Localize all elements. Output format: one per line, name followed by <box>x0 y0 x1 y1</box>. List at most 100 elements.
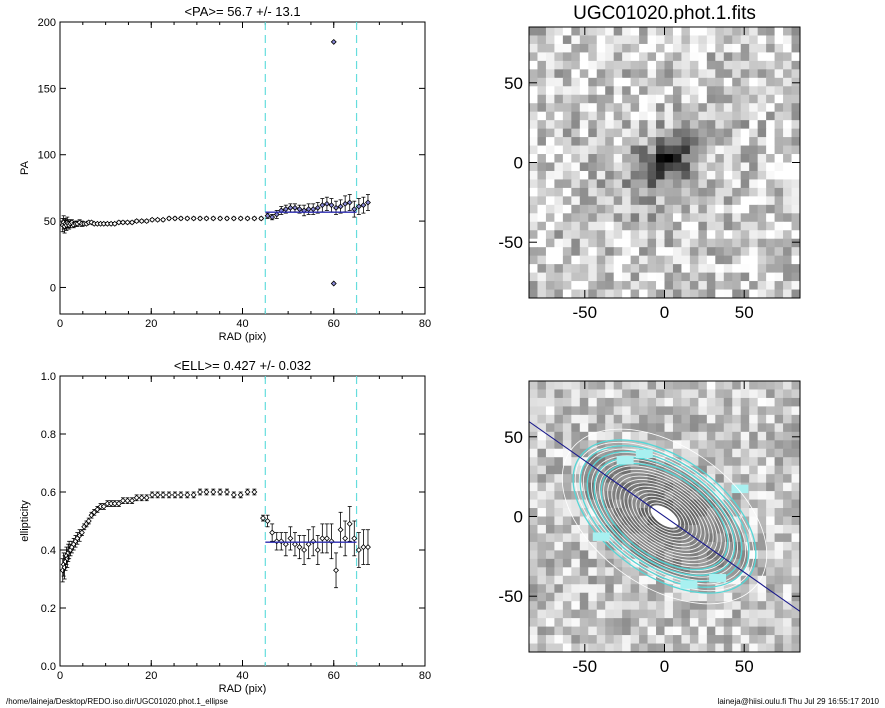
image-pixel <box>783 103 793 113</box>
image-pixel <box>664 431 674 441</box>
data-point <box>111 220 118 227</box>
y-tick-label: 0.2 <box>41 603 56 615</box>
image-pixel <box>562 272 572 282</box>
image-pixel <box>537 618 547 628</box>
image-pixel <box>757 609 767 619</box>
image-pixel <box>749 457 759 467</box>
image-pixel <box>596 111 606 121</box>
image-pixel <box>749 247 759 257</box>
image-pixel <box>774 94 784 104</box>
image-pixel <box>596 43 606 54</box>
image-pixel <box>639 397 649 408</box>
image-pixel <box>545 499 556 509</box>
image-pixel <box>672 389 683 399</box>
image-pixel <box>588 381 598 391</box>
image-pixel <box>689 457 699 467</box>
image-pixel <box>562 474 572 484</box>
image-pixel <box>656 60 666 70</box>
image-pixel <box>664 230 674 240</box>
image-pixel <box>571 52 581 62</box>
image-pixel <box>757 221 767 231</box>
image-pixel <box>715 35 725 45</box>
image-pixel <box>698 230 708 240</box>
image-pixel <box>545 128 556 138</box>
image-pixel <box>613 35 623 45</box>
image-pixel <box>579 43 589 54</box>
image-pixel <box>698 397 708 408</box>
image-pixel <box>622 213 632 223</box>
image-pixel <box>732 86 742 96</box>
image-pixel <box>545 77 556 87</box>
image-pixel <box>622 272 632 282</box>
image-pixel <box>596 272 606 282</box>
image-pixel <box>783 508 793 518</box>
image-pixel <box>740 60 750 70</box>
image-pixel <box>698 27 708 37</box>
image-pixel <box>647 103 657 113</box>
image-pixel <box>766 508 776 518</box>
image-pixel <box>596 609 606 619</box>
data-point <box>111 500 118 507</box>
image-pixel <box>554 27 564 37</box>
image-pixel <box>622 289 632 298</box>
image-pixel <box>664 204 674 214</box>
image-pixel <box>706 204 716 214</box>
image-pixel <box>681 609 691 619</box>
y-tick-label: 0 <box>50 282 56 294</box>
image-pixel <box>554 35 564 45</box>
image-pixel <box>588 255 598 265</box>
image-pixel <box>791 406 800 416</box>
image-pixel <box>537 43 547 54</box>
y-axis-label: PA <box>19 160 31 175</box>
image-pixel <box>757 423 767 433</box>
image-pixel <box>613 103 623 113</box>
image-pixel <box>783 94 793 104</box>
image-pixel <box>562 541 572 551</box>
image-pixel <box>791 162 800 172</box>
image-pixel <box>545 592 556 602</box>
image-pixel <box>588 281 598 291</box>
image-pixel <box>749 423 759 433</box>
data-point <box>342 200 349 207</box>
image-pixel <box>537 397 547 408</box>
image-pixel <box>605 43 615 54</box>
image-pixel <box>579 187 589 197</box>
image-pixel <box>537 575 547 585</box>
image-pixel <box>732 52 742 62</box>
image-pixel <box>749 381 759 391</box>
data-point <box>184 491 191 498</box>
image-pixel <box>681 128 691 138</box>
image-pixel <box>664 397 674 408</box>
image-pixel <box>766 550 776 560</box>
image-pixel <box>596 35 606 45</box>
image-pixel <box>622 69 632 79</box>
data-point <box>282 541 289 548</box>
data-point <box>328 538 335 545</box>
image-pixel <box>605 414 615 424</box>
image-pixel <box>554 414 564 424</box>
image-pixel <box>647 196 657 206</box>
image-pixel <box>630 170 640 181</box>
image-pixel <box>672 145 683 155</box>
image-pixel <box>596 281 606 291</box>
image-pixel <box>689 179 699 189</box>
image-pixel <box>639 601 649 611</box>
y-tick-label: 1.0 <box>41 371 56 383</box>
image-pixel <box>791 524 800 535</box>
image-pixel <box>545 60 556 70</box>
image-pixel <box>529 550 539 560</box>
image-pixel <box>715 52 725 62</box>
image-pixel <box>639 137 649 147</box>
image-pixel <box>545 491 556 501</box>
data-point <box>224 489 230 495</box>
image-pixel <box>698 414 708 424</box>
image-pixel <box>656 389 666 399</box>
image-pixel <box>732 465 742 475</box>
image-pixel <box>537 448 547 458</box>
image-pixel <box>681 289 691 298</box>
image-pixel <box>639 389 649 399</box>
image-pixel <box>757 86 767 96</box>
image-pixel <box>749 221 759 231</box>
image-pixel <box>689 626 699 636</box>
y-tick-label: 0 <box>514 154 523 173</box>
